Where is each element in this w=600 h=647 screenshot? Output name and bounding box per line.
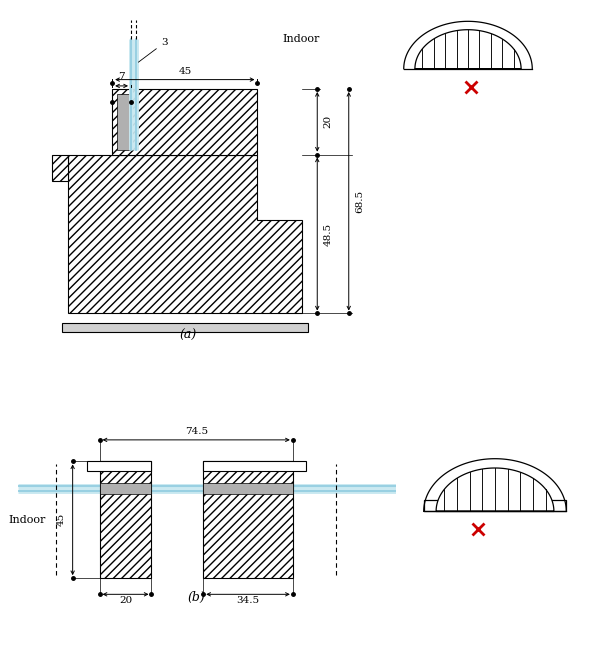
Text: 68.5: 68.5 xyxy=(355,190,364,213)
Polygon shape xyxy=(52,155,68,181)
Text: 20: 20 xyxy=(323,115,332,129)
Bar xyxy=(100,483,151,494)
Text: 7: 7 xyxy=(118,72,125,81)
Bar xyxy=(203,461,306,470)
Bar xyxy=(117,94,130,149)
Bar xyxy=(203,483,293,494)
Text: 20: 20 xyxy=(119,596,132,605)
Bar xyxy=(100,461,151,578)
Bar xyxy=(203,461,293,578)
Polygon shape xyxy=(436,468,554,511)
Polygon shape xyxy=(68,155,302,313)
Text: (a): (a) xyxy=(179,329,197,342)
Text: 48.5: 48.5 xyxy=(323,223,332,246)
Text: 3: 3 xyxy=(139,38,168,62)
Text: Indoor: Indoor xyxy=(8,515,46,525)
Text: 45: 45 xyxy=(57,513,66,527)
Text: 45: 45 xyxy=(178,67,191,76)
Bar xyxy=(424,500,566,511)
Text: (b): (b) xyxy=(187,591,205,604)
Bar xyxy=(62,323,308,333)
Bar xyxy=(86,461,151,470)
Text: 34.5: 34.5 xyxy=(236,596,260,605)
Text: Indoor: Indoor xyxy=(283,34,320,43)
Text: 74.5: 74.5 xyxy=(185,426,208,435)
Polygon shape xyxy=(415,30,521,69)
Polygon shape xyxy=(112,89,257,155)
